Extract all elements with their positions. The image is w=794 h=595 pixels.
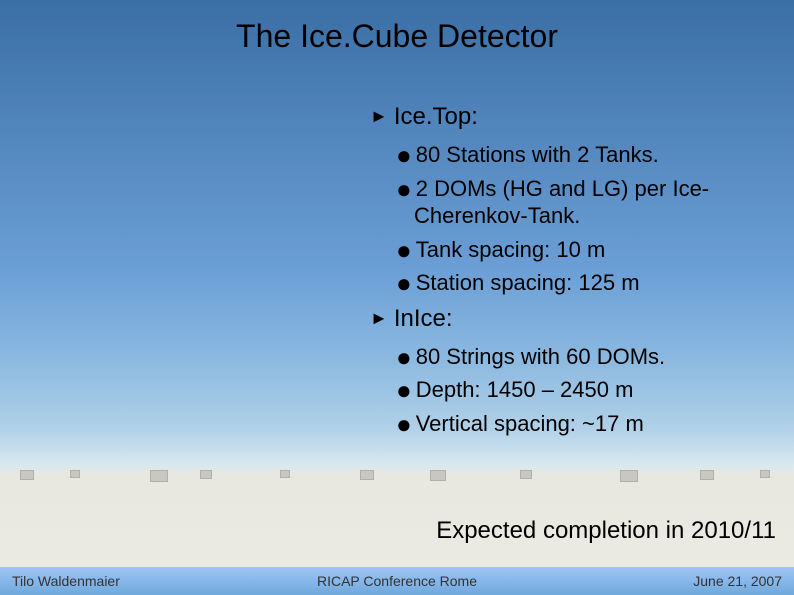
bullet-icon: ● [396,409,412,439]
bullet-text: 80 Strings with 60 DOMs. [416,344,665,369]
building-icon [430,470,446,481]
building-icon [280,470,290,478]
completion-text: Expected completion in 2010/11 [0,517,794,545]
heading-text: InIce: [394,305,453,332]
building-icon [520,470,532,479]
horizon-decor [0,470,794,490]
slide-title: The Ice.Cube Detector [0,18,794,55]
arrow-icon: ► [370,106,388,127]
bullet-item: ●Depth: 1450 – 2450 m [396,376,780,404]
bullet-icon: ● [396,375,412,405]
building-icon [70,470,80,478]
bullet-icon: ● [396,174,412,204]
building-icon [360,470,374,480]
bullet-text: Vertical spacing: ~17 m [416,411,644,436]
bullet-icon: ● [396,140,412,170]
building-icon [620,470,638,482]
building-icon [150,470,168,482]
section-heading-inice: ► InIce: [370,305,780,333]
slide: The Ice.Cube Detector ►Ice.Top: ●80 Stat… [0,0,794,595]
bullet-item: ●Vertical spacing: ~17 m [396,410,780,438]
building-icon [200,470,212,479]
bullet-icon: ● [396,268,412,298]
content-area: ►Ice.Top: ●80 Stations with 2 Tanks. ●2 … [370,95,780,443]
bullet-item: ●Tank spacing: 10 m [396,236,780,264]
bullet-text: Depth: 1450 – 2450 m [416,377,634,402]
arrow-icon: ► [370,308,388,329]
building-icon [20,470,34,480]
heading-text: Ice.Top: [394,103,478,130]
footer-date: June 21, 2007 [693,573,782,589]
bullet-item: ●80 Stations with 2 Tanks. [396,141,780,169]
bullet-item: ●Station spacing: 125 m [396,269,780,297]
section-heading-icetop: ► Ice.Top: [370,103,780,131]
building-icon [700,470,714,480]
building-icon [760,470,770,478]
bullet-text: Tank spacing: 10 m [416,237,606,262]
bullet-item: ●80 Strings with 60 DOMs. [396,343,780,371]
bullet-item: ●2 DOMs (HG and LG) per Ice-Cherenkov-Ta… [396,175,780,230]
bullet-text: 80 Stations with 2 Tanks. [416,142,659,167]
bullet-icon: ● [396,342,412,372]
bullet-text: Station spacing: 125 m [416,270,640,295]
footer: Tilo Waldenmaier RICAP Conference Rome J… [0,567,794,595]
bullet-icon: ● [396,235,412,265]
bullet-text: 2 DOMs (HG and LG) per Ice-Cherenkov-Tan… [414,176,709,229]
footer-author: Tilo Waldenmaier [12,573,120,589]
